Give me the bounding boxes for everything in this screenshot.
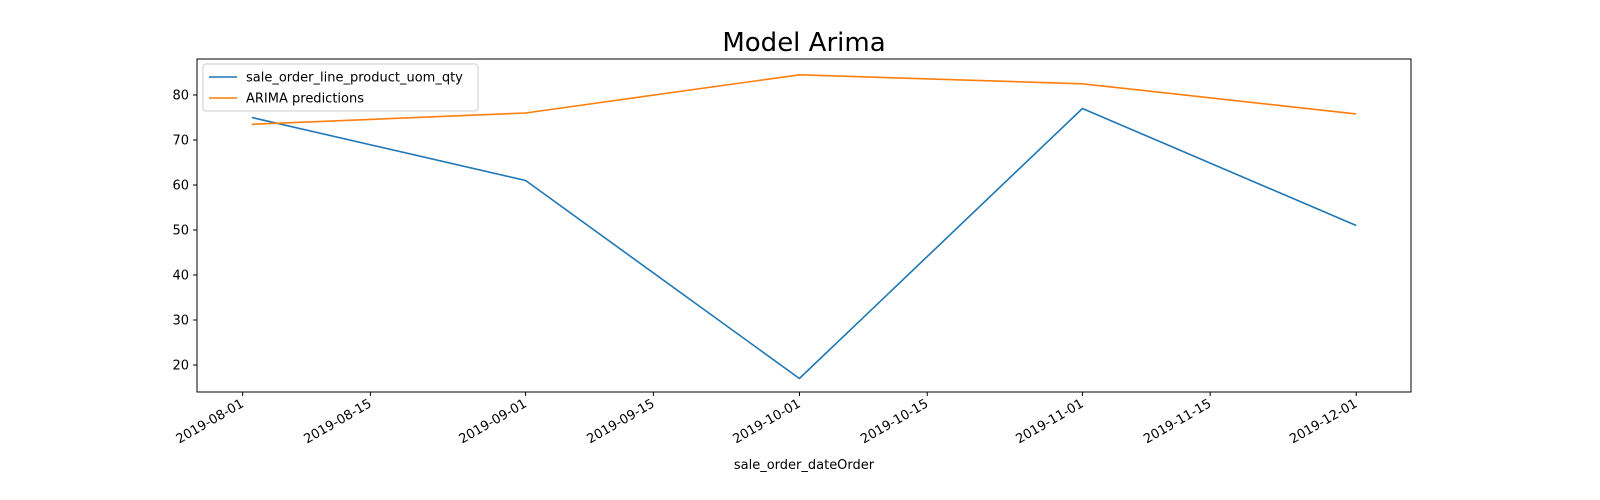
y-axis: 20 30 40 50 60 70 80 <box>172 89 197 374</box>
y-tick-label: 60 <box>172 179 189 194</box>
legend-label: sale_order_line_product_uom_qty <box>246 71 463 86</box>
x-tick-label: 2019-08-01 <box>174 396 247 447</box>
x-tick-label: 2019-09-15 <box>584 396 657 447</box>
legend-box <box>202 63 479 112</box>
x-tick-label: 2019-11-01 <box>1013 396 1086 447</box>
series-lines <box>251 74 1357 380</box>
x-tick-label: 2019-09-01 <box>457 396 530 447</box>
y-tick-label: 20 <box>172 359 189 374</box>
series-line-0 <box>251 107 1357 380</box>
y-tick-label: 50 <box>172 224 189 239</box>
plot-area <box>196 58 1412 393</box>
x-axis-label: sale_order_dateOrder <box>734 458 875 473</box>
x-tick-label: 2019-12-01 <box>1287 396 1360 447</box>
x-tick-label: 2019-10-01 <box>730 396 803 447</box>
y-tick-label: 40 <box>172 269 189 284</box>
chart-title: Model Arima <box>722 28 885 58</box>
x-tick-label: 2019-08-15 <box>301 396 374 447</box>
series-line-1 <box>251 74 1357 126</box>
y-tick-label: 70 <box>172 134 189 149</box>
legend-label: ARIMA predictions <box>246 92 364 107</box>
x-axis: 2019-08-01 2019-08-15 2019-09-01 2019-09-15… <box>174 392 1360 447</box>
legend: sale_order_line_product_uom_qty ARIMA pre… <box>202 63 479 112</box>
x-tick-label: 2019-11-15 <box>1141 396 1214 447</box>
x-tick-label: 2019-10-15 <box>858 396 931 447</box>
y-tick-label: 80 <box>172 89 189 104</box>
y-tick-label: 30 <box>172 314 189 329</box>
